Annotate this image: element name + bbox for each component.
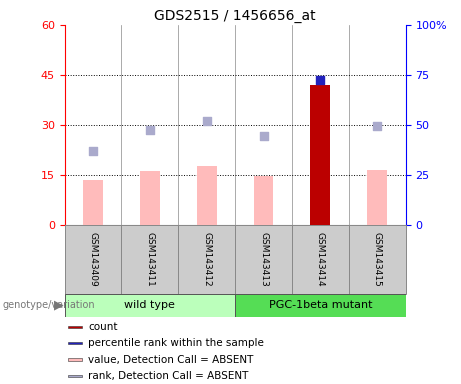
Bar [178,225,235,294]
Bar [235,225,292,294]
Bar [65,294,235,317]
Bar [68,342,82,344]
Point [260,133,267,139]
Point [373,123,381,129]
Text: GSM143413: GSM143413 [259,232,268,286]
Bar [68,358,82,361]
Bar [310,85,331,225]
Title: GDS2515 / 1456656_at: GDS2515 / 1456656_at [154,8,316,23]
Point [317,77,324,83]
Bar [68,326,82,328]
Point [203,118,210,124]
Text: ▶: ▶ [54,299,63,312]
Text: genotype/variation: genotype/variation [2,300,95,310]
Bar [349,225,406,294]
Bar [235,294,406,317]
Bar [292,225,349,294]
Text: count: count [89,322,118,332]
Bar [121,225,178,294]
Bar [65,225,121,294]
Bar [254,176,273,225]
Bar [367,170,387,225]
Bar [83,180,103,225]
Text: GSM143409: GSM143409 [89,232,97,286]
Bar [140,171,160,225]
Bar [197,166,217,225]
Text: GSM143414: GSM143414 [316,232,325,286]
Text: value, Detection Call = ABSENT: value, Detection Call = ABSENT [89,354,254,364]
Text: wild type: wild type [124,300,175,310]
Point [146,127,154,133]
Text: percentile rank within the sample: percentile rank within the sample [89,338,264,348]
Bar [68,375,82,377]
Text: GSM143415: GSM143415 [373,232,382,286]
Text: GSM143412: GSM143412 [202,232,211,286]
Text: rank, Detection Call = ABSENT: rank, Detection Call = ABSENT [89,371,249,381]
Text: PGC-1beta mutant: PGC-1beta mutant [269,300,372,310]
Point [89,148,97,154]
Text: GSM143411: GSM143411 [145,232,154,286]
